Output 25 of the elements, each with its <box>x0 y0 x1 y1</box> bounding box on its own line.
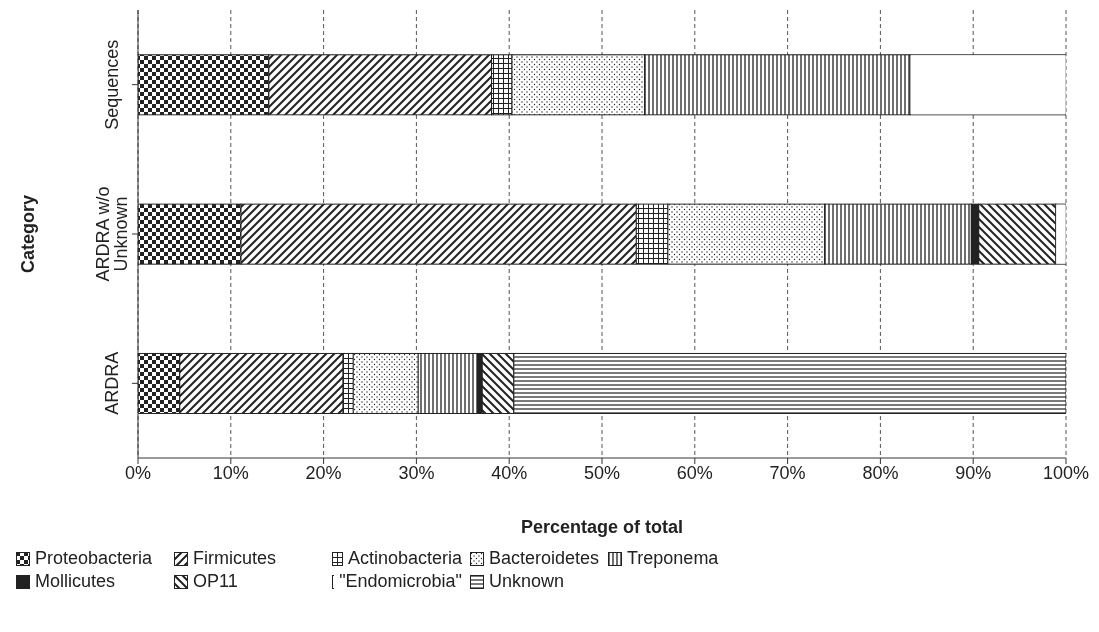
legend-label: Bacteroidetes <box>489 548 600 569</box>
x-tick-label: 20% <box>305 462 342 483</box>
legend-label: Firmicutes <box>193 548 277 569</box>
legend-label: OP11 <box>193 571 238 592</box>
legend-label: "Endomicrobia" <box>339 571 462 592</box>
x-tick-label: 70% <box>769 462 806 483</box>
legend-label: Mollicutes <box>35 571 116 592</box>
x-tick-label: 10% <box>212 462 249 483</box>
y-axis-title: Category <box>18 194 39 274</box>
x-tick-label: 30% <box>398 462 435 483</box>
legend-label: Proteobacteria <box>35 548 153 569</box>
x-tick-label: 0% <box>124 462 152 483</box>
y-tick-label: ARDRA w/o Unknown <box>93 186 132 282</box>
x-tick-label: 100% <box>1042 462 1090 483</box>
x-axis-title: Percentage of total <box>520 517 684 537</box>
x-tick-label: 60% <box>676 462 713 483</box>
x-tick-label: 40% <box>491 462 528 483</box>
legend-label: Unknown <box>489 571 565 592</box>
legend-label: Actinobacteria <box>347 548 462 569</box>
y-tick-label: Sequences <box>102 39 123 130</box>
y-tick-label: ARDRA <box>102 351 123 415</box>
x-tick-label: 50% <box>583 462 621 483</box>
x-tick-label: 80% <box>862 462 899 483</box>
x-tick-label: 90% <box>955 462 992 483</box>
legend-label: Treponema <box>627 548 719 569</box>
